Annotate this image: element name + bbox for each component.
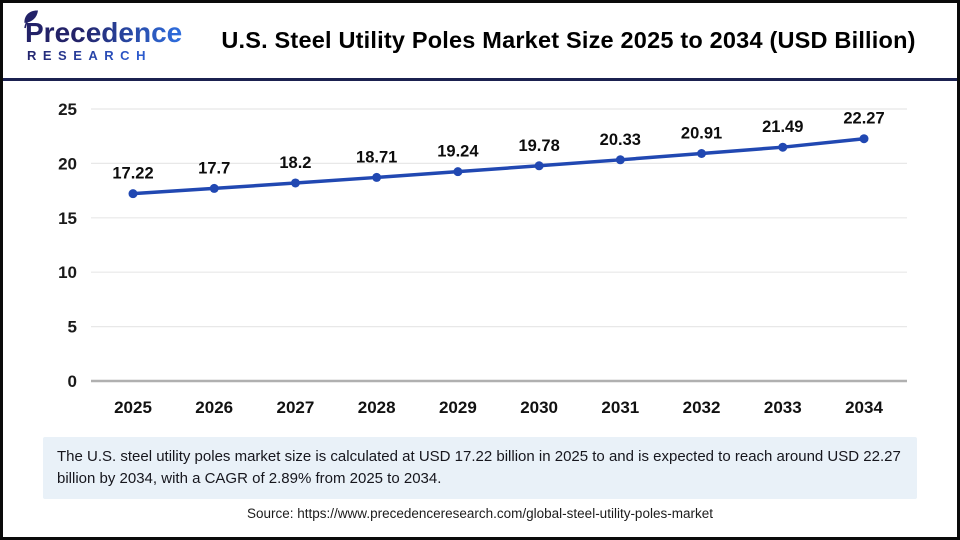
x-axis-tick-label: 2026 [195,398,233,417]
x-axis-tick-label: 2032 [683,398,721,417]
logo-text-research: RESEARCH [23,48,198,63]
trend-line [131,136,866,196]
data-point-marker [290,178,300,188]
source-line: Source: https://www.precedenceresearch.c… [247,505,713,521]
chart-area: 0 5 10 15 20 25 2025 2026 2027 2028 2029 2030 2031 20… [3,81,957,433]
data-point-marker [778,142,788,152]
y-axis-tick-label: 0 [68,372,77,391]
precedence-research-logo: Precedence RESEARCH [23,10,198,63]
y-axis-tick-label: 5 [68,318,77,337]
header: Precedence RESEARCH U.S. Steel Utility P… [3,3,957,81]
x-axis-tick-label: 2033 [764,398,802,417]
x-axis-tick-label: 2025 [114,398,152,417]
data-point-label: 19.24 [437,143,479,161]
y-axis-tick-label: 10 [58,263,77,282]
data-point-marker [209,183,219,193]
data-point-label: 17.22 [112,165,153,183]
data-point-marker [534,161,544,171]
data-point-marker [372,172,382,182]
x-axis-tick-label: 2029 [439,398,477,417]
y-axis-tick-label: 15 [58,209,77,228]
data-point-label: 18.2 [279,154,311,172]
logo-wordmark: Precedence [23,10,198,48]
data-point-marker [128,189,138,199]
data-point-label: 20.91 [681,124,722,142]
page-title: U.S. Steel Utility Poles Market Size 202… [221,27,916,53]
data-point-label: 17.7 [198,159,230,177]
data-point-label: 18.71 [356,148,397,166]
summary-box: The U.S. steel utility poles market size… [43,437,917,499]
summary-text: The U.S. steel utility poles market size… [57,448,901,487]
x-axis-tick-label: 2027 [277,398,315,417]
leaf-icon [24,10,38,28]
x-axis-tick-label: 2034 [845,398,883,417]
data-point-marker [615,155,625,165]
data-point-marker [697,148,707,158]
data-point-label: 20.33 [600,131,641,149]
y-axis-tick-label: 25 [58,100,77,119]
data-point-marker [859,134,869,144]
x-axis-tick-label: 2028 [358,398,396,417]
logo-text-precedence: Precedence [25,16,183,48]
data-point-label: 21.49 [762,118,803,136]
x-axis-tick-label: 2030 [520,398,558,417]
data-point-marker [453,167,463,177]
y-axis-tick-label: 20 [58,154,77,173]
data-point-label: 19.78 [518,137,559,155]
data-point-label: 22.27 [843,110,884,128]
x-axis-tick-label: 2031 [601,398,639,417]
